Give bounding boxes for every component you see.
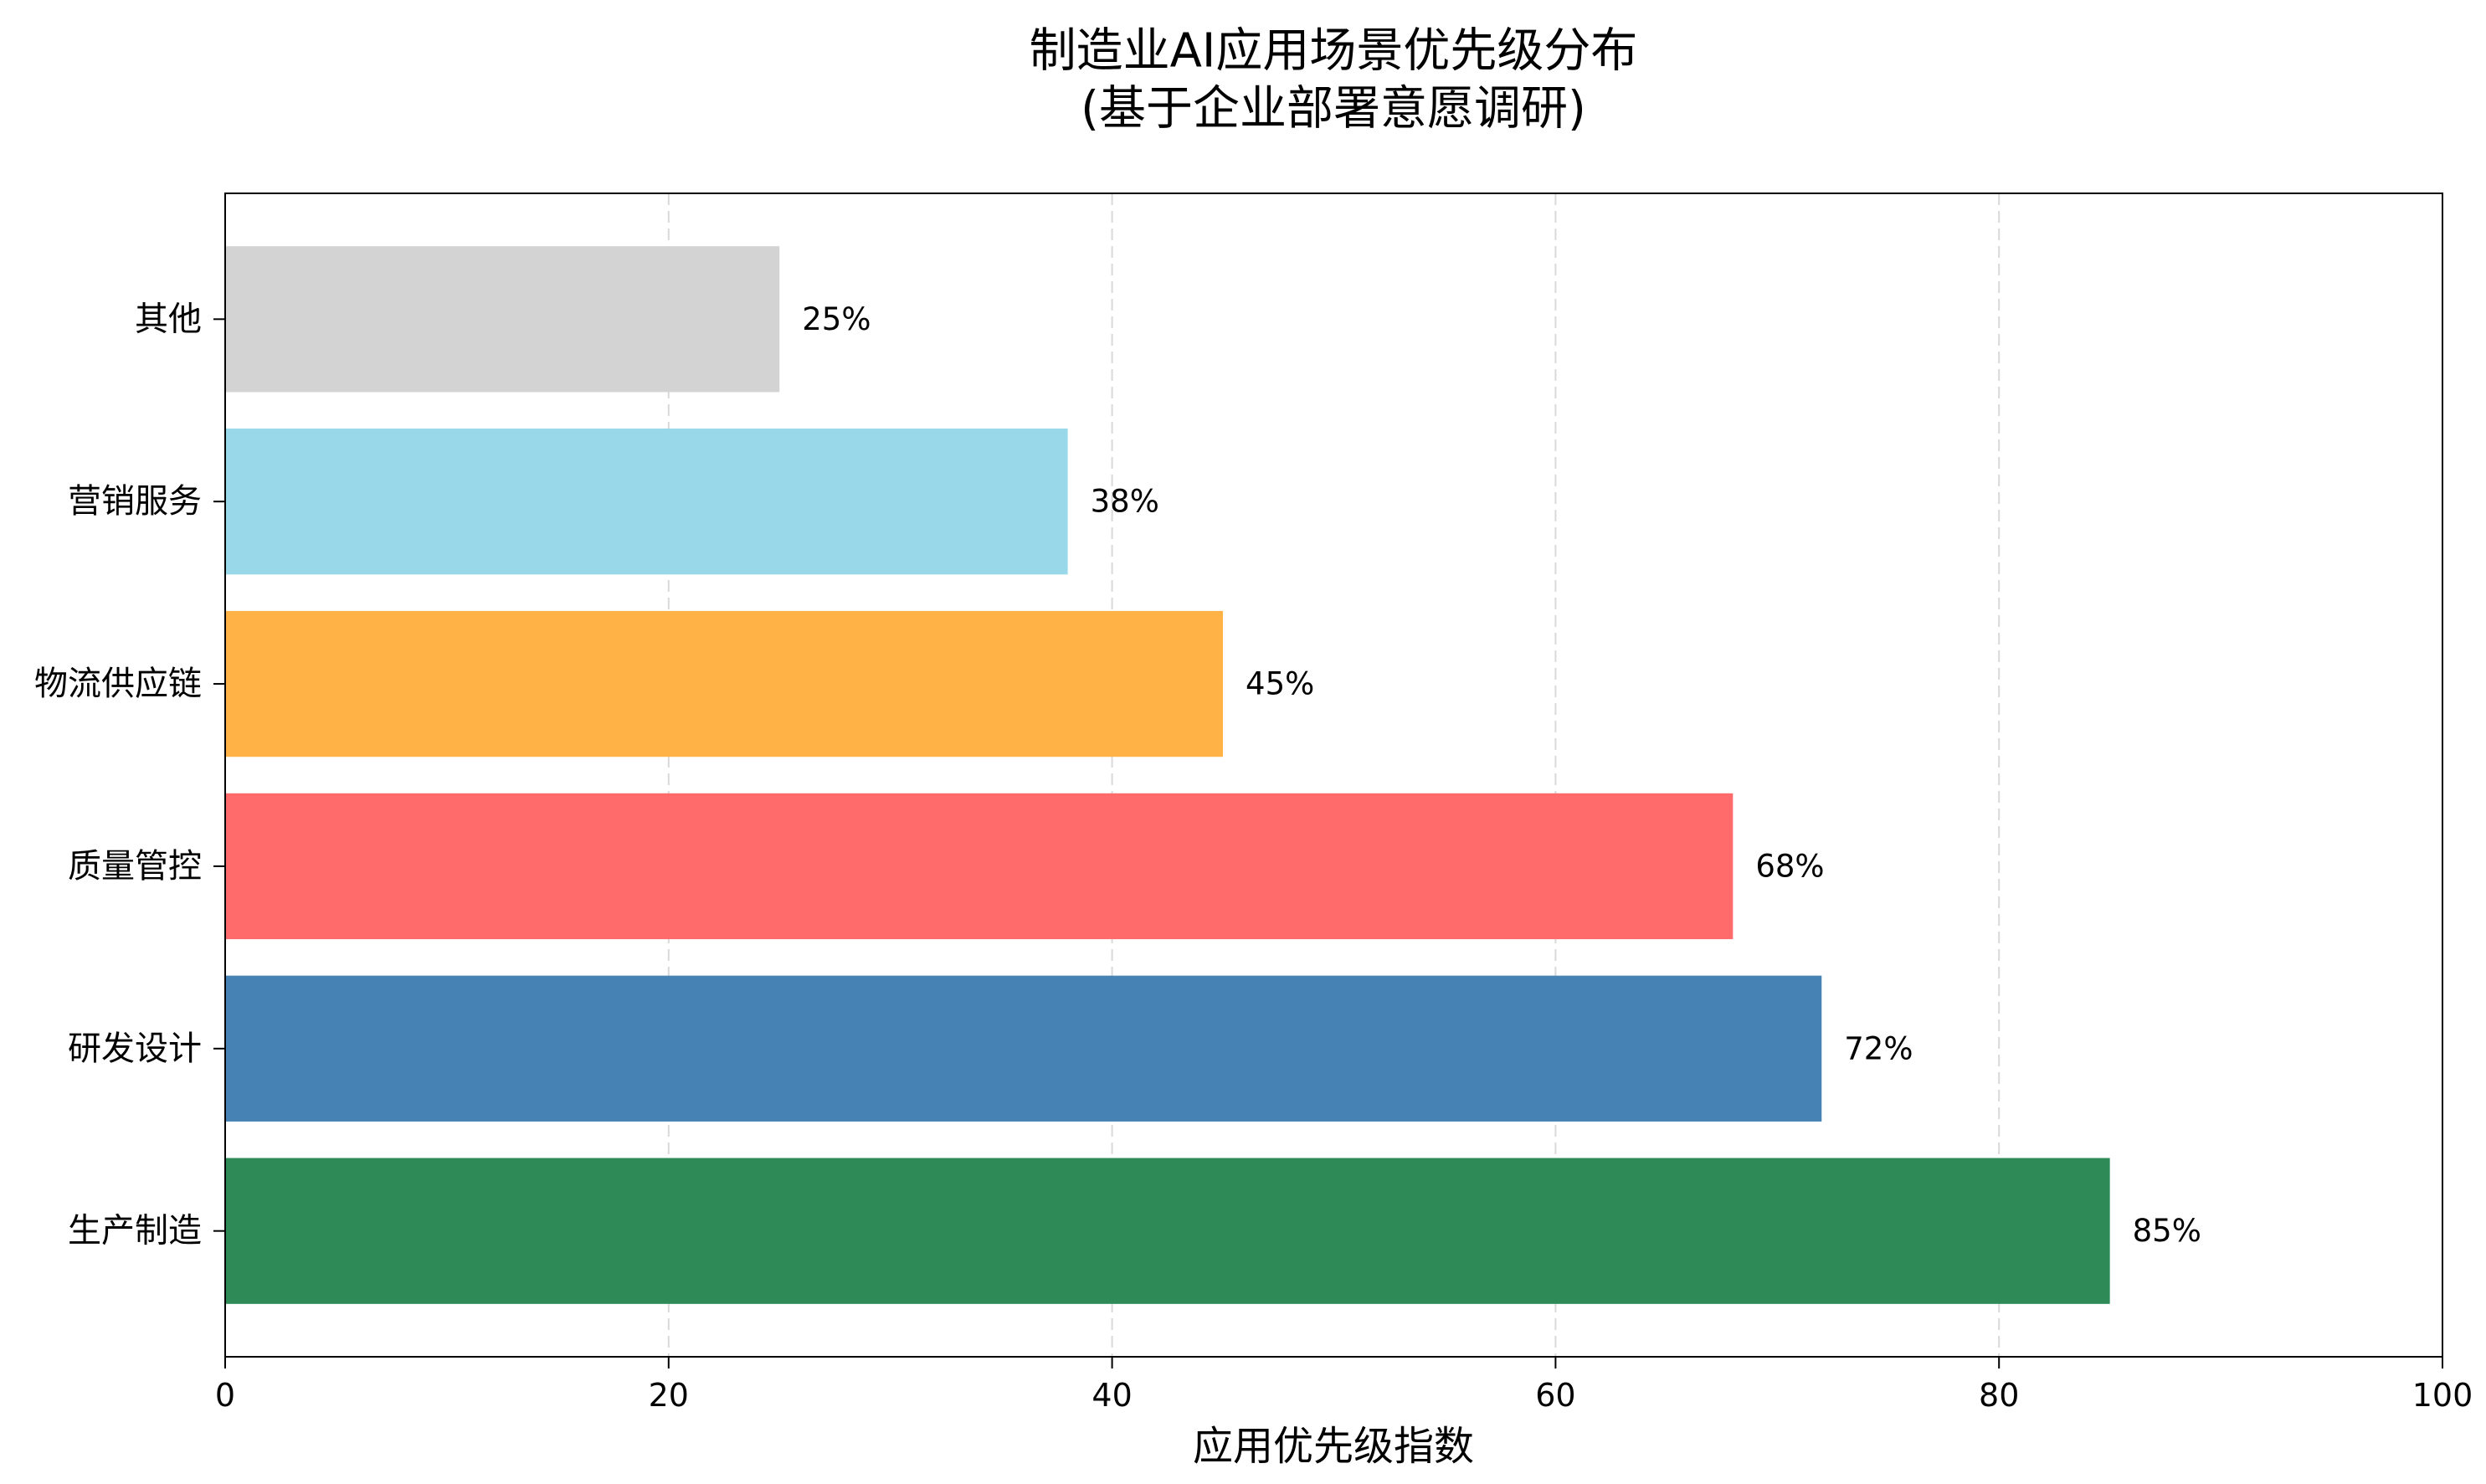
y-tick-label: 物流供应链 bbox=[34, 665, 202, 703]
bar bbox=[225, 246, 780, 393]
bar bbox=[225, 1158, 2110, 1304]
y-tick-label: 营销服务 bbox=[68, 482, 202, 521]
bar-value-label: 85% bbox=[2133, 1213, 2201, 1249]
chart-title: 制造业AI应用场景优先级分布 bbox=[1030, 24, 1638, 79]
bar-value-label: 38% bbox=[1091, 484, 1159, 520]
x-tick-label: 100 bbox=[2412, 1377, 2473, 1414]
bar-value-label: 72% bbox=[1844, 1030, 1913, 1066]
x-axis: 0 20 40 60 80 100 bbox=[215, 1357, 2473, 1414]
x-tick-label: 20 bbox=[649, 1377, 689, 1414]
y-tick-label: 研发设计 bbox=[68, 1030, 202, 1068]
bar bbox=[225, 975, 1822, 1122]
y-tick-label: 其他 bbox=[135, 300, 202, 338]
bar-value-label: 25% bbox=[802, 301, 871, 337]
x-tick-label: 80 bbox=[1979, 1377, 2019, 1414]
x-tick-label: 60 bbox=[1535, 1377, 1575, 1414]
y-tick-label: 生产制造 bbox=[68, 1212, 202, 1250]
bar bbox=[225, 610, 1224, 757]
y-tick-label: 质量管控 bbox=[68, 847, 202, 886]
x-tick-label: 0 bbox=[215, 1377, 235, 1414]
chart-subtitle: (基于企业部署意愿调研) bbox=[1081, 82, 1586, 136]
bar bbox=[225, 793, 1734, 940]
bars bbox=[225, 246, 2110, 1304]
bar-value-label: 45% bbox=[1246, 666, 1314, 702]
x-tick-label: 40 bbox=[1091, 1377, 1132, 1414]
x-axis-label: 应用优先级指数 bbox=[1193, 1423, 1474, 1470]
plot-frame bbox=[224, 193, 2443, 1358]
value-labels: 85% 72% 68% 45% 38% 25% bbox=[802, 301, 2201, 1249]
bar bbox=[225, 429, 1068, 575]
bar-value-label: 68% bbox=[1755, 848, 1824, 884]
y-axis: 生产制造 研发设计 质量管控 物流供应链 营销服务 其他 bbox=[34, 300, 225, 1250]
